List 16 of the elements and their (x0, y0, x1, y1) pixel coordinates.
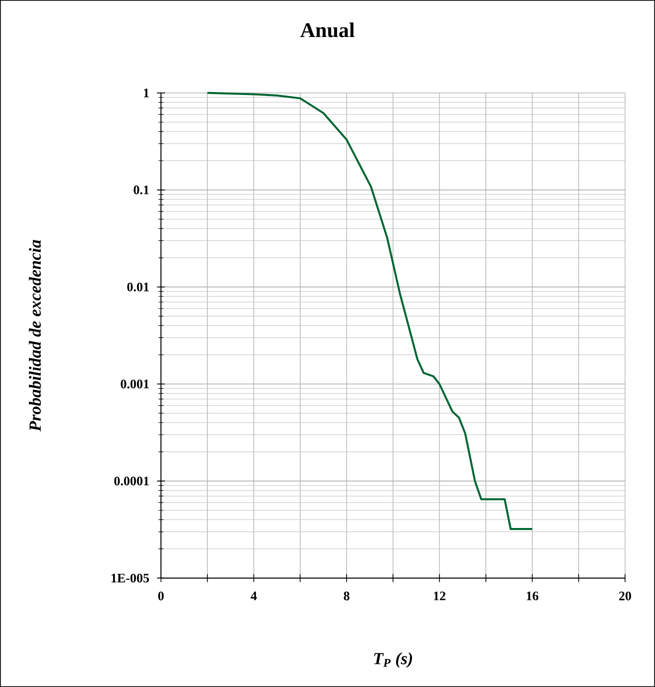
x-tick-label: 4 (250, 592, 257, 600)
x-tick-label: 0 (158, 592, 164, 600)
y-tick-label: 0.01 (127, 282, 149, 292)
x-tick-label: 12 (434, 592, 446, 600)
x-tick-label: 20 (619, 592, 632, 600)
y-axis-title: Probabilidad de excedencia (28, 240, 41, 432)
y-tick-label: 1E-005 (112, 574, 149, 582)
y-tick-label: 1 (144, 88, 149, 98)
x-tick-label: 16 (526, 592, 538, 600)
chart-title: Anual (300, 22, 354, 38)
y-tick-label: 0.1 (134, 186, 149, 194)
line-series (206, 92, 534, 530)
y-tick-label: 0.0001 (114, 476, 149, 486)
x-tick-label: 8 (344, 592, 350, 600)
y-tick-label: 0.001 (120, 380, 149, 388)
x-axis-title: T$_{P}$ (s) (374, 652, 412, 668)
